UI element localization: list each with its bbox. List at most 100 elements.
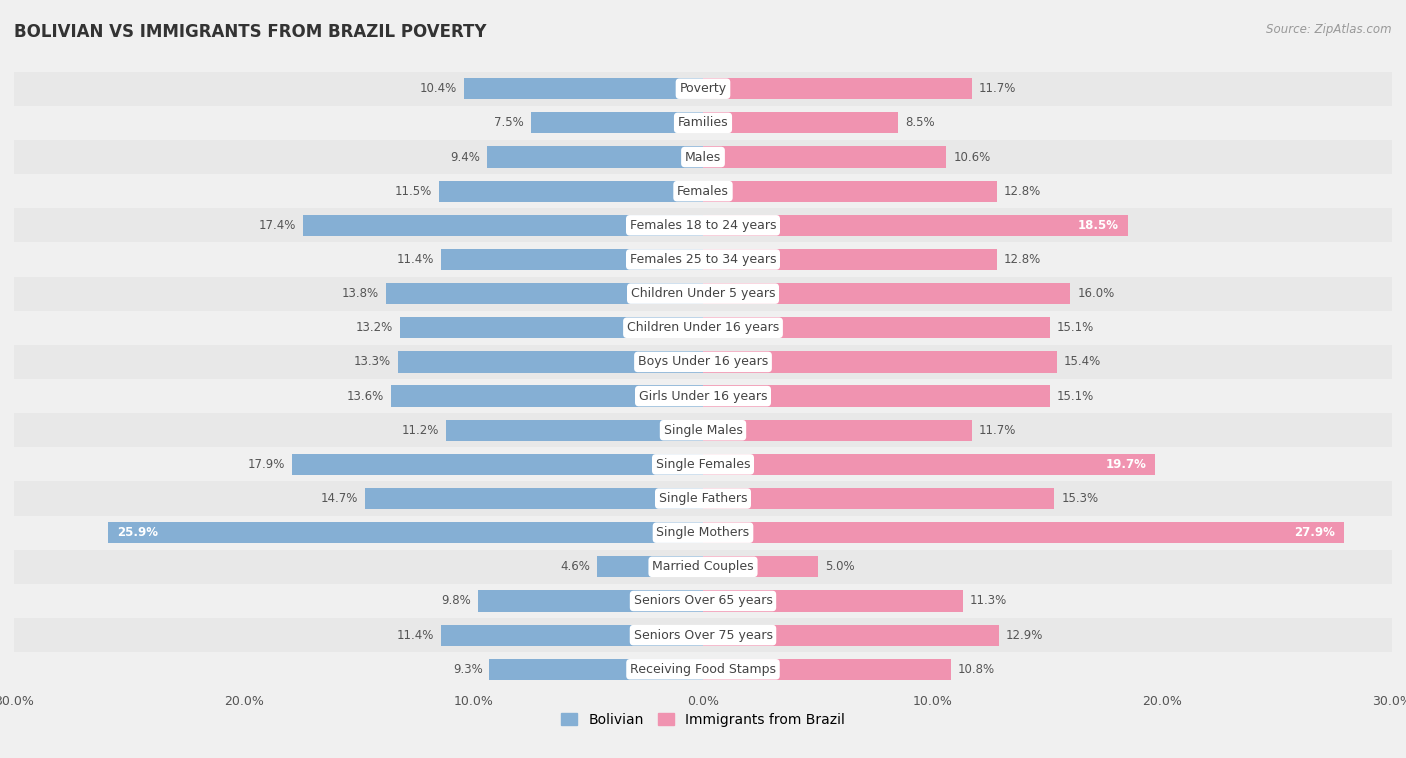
Text: Females: Females	[678, 185, 728, 198]
Bar	[703, 215, 1128, 236]
Bar	[14, 345, 1392, 379]
Bar	[489, 659, 703, 680]
Bar	[478, 590, 703, 612]
Text: 11.7%: 11.7%	[979, 82, 1017, 96]
Bar	[703, 488, 1054, 509]
Text: 15.1%: 15.1%	[1057, 321, 1094, 334]
Bar	[703, 249, 997, 270]
Text: 16.0%: 16.0%	[1077, 287, 1115, 300]
Text: 25.9%: 25.9%	[117, 526, 159, 539]
Text: 13.2%: 13.2%	[356, 321, 392, 334]
Text: Children Under 16 years: Children Under 16 years	[627, 321, 779, 334]
Text: Poverty: Poverty	[679, 82, 727, 96]
Bar	[531, 112, 703, 133]
Bar	[441, 625, 703, 646]
Text: Boys Under 16 years: Boys Under 16 years	[638, 356, 768, 368]
Bar	[703, 659, 950, 680]
Text: Single Mothers: Single Mothers	[657, 526, 749, 539]
Text: Females 18 to 24 years: Females 18 to 24 years	[630, 219, 776, 232]
Legend: Bolivian, Immigrants from Brazil: Bolivian, Immigrants from Brazil	[555, 707, 851, 732]
Bar	[703, 112, 898, 133]
Bar	[14, 618, 1392, 652]
Text: 19.7%: 19.7%	[1105, 458, 1146, 471]
Bar	[703, 625, 1000, 646]
Text: 15.3%: 15.3%	[1062, 492, 1098, 505]
Bar	[14, 311, 1392, 345]
Bar	[441, 249, 703, 270]
Text: Source: ZipAtlas.com: Source: ZipAtlas.com	[1267, 23, 1392, 36]
Bar	[14, 584, 1392, 618]
Bar	[14, 174, 1392, 208]
Text: 15.1%: 15.1%	[1057, 390, 1094, 402]
Text: 7.5%: 7.5%	[494, 117, 524, 130]
Text: 17.9%: 17.9%	[247, 458, 285, 471]
Bar	[598, 556, 703, 578]
Bar	[366, 488, 703, 509]
Bar	[703, 420, 972, 441]
Text: 10.6%: 10.6%	[953, 151, 991, 164]
Bar	[703, 352, 1057, 372]
Text: 18.5%: 18.5%	[1077, 219, 1119, 232]
Text: BOLIVIAN VS IMMIGRANTS FROM BRAZIL POVERTY: BOLIVIAN VS IMMIGRANTS FROM BRAZIL POVER…	[14, 23, 486, 41]
Text: 12.8%: 12.8%	[1004, 253, 1040, 266]
Bar	[14, 140, 1392, 174]
Bar	[703, 317, 1050, 338]
Text: 13.6%: 13.6%	[346, 390, 384, 402]
Bar	[703, 454, 1156, 475]
Bar	[703, 556, 818, 578]
Text: 11.2%: 11.2%	[402, 424, 439, 437]
Text: 8.5%: 8.5%	[905, 117, 935, 130]
Text: Single Fathers: Single Fathers	[659, 492, 747, 505]
Text: Single Males: Single Males	[664, 424, 742, 437]
Bar	[292, 454, 703, 475]
Text: 10.8%: 10.8%	[957, 662, 995, 676]
Text: 9.3%: 9.3%	[453, 662, 482, 676]
Bar	[703, 146, 946, 168]
Bar	[439, 180, 703, 202]
Bar	[446, 420, 703, 441]
Bar	[14, 413, 1392, 447]
Bar	[464, 78, 703, 99]
Text: Married Couples: Married Couples	[652, 560, 754, 573]
Bar	[703, 78, 972, 99]
Bar	[399, 317, 703, 338]
Text: Families: Families	[678, 117, 728, 130]
Text: 10.4%: 10.4%	[420, 82, 457, 96]
Bar	[14, 208, 1392, 243]
Bar	[703, 590, 963, 612]
Text: 9.4%: 9.4%	[450, 151, 481, 164]
Text: Males: Males	[685, 151, 721, 164]
Text: 9.8%: 9.8%	[441, 594, 471, 607]
Text: 14.7%: 14.7%	[321, 492, 359, 505]
Text: Children Under 5 years: Children Under 5 years	[631, 287, 775, 300]
Text: Receiving Food Stamps: Receiving Food Stamps	[630, 662, 776, 676]
Text: 12.8%: 12.8%	[1004, 185, 1040, 198]
Bar	[14, 106, 1392, 140]
Bar	[14, 277, 1392, 311]
Text: 12.9%: 12.9%	[1007, 628, 1043, 641]
Bar	[14, 550, 1392, 584]
Bar	[304, 215, 703, 236]
Text: 27.9%: 27.9%	[1294, 526, 1334, 539]
Text: 5.0%: 5.0%	[825, 560, 855, 573]
Bar	[14, 481, 1392, 515]
Bar	[703, 522, 1344, 543]
Bar	[703, 386, 1050, 406]
Text: 11.7%: 11.7%	[979, 424, 1017, 437]
Text: 15.4%: 15.4%	[1063, 356, 1101, 368]
Text: 4.6%: 4.6%	[561, 560, 591, 573]
Text: 11.3%: 11.3%	[969, 594, 1007, 607]
Bar	[14, 379, 1392, 413]
Bar	[391, 386, 703, 406]
Text: 11.5%: 11.5%	[395, 185, 432, 198]
Bar	[398, 352, 703, 372]
Bar	[14, 243, 1392, 277]
Text: 11.4%: 11.4%	[396, 628, 434, 641]
Bar	[387, 283, 703, 304]
Bar	[14, 652, 1392, 686]
Bar	[703, 283, 1070, 304]
Bar	[14, 72, 1392, 106]
Text: 13.3%: 13.3%	[353, 356, 391, 368]
Text: Girls Under 16 years: Girls Under 16 years	[638, 390, 768, 402]
Text: 13.8%: 13.8%	[342, 287, 380, 300]
